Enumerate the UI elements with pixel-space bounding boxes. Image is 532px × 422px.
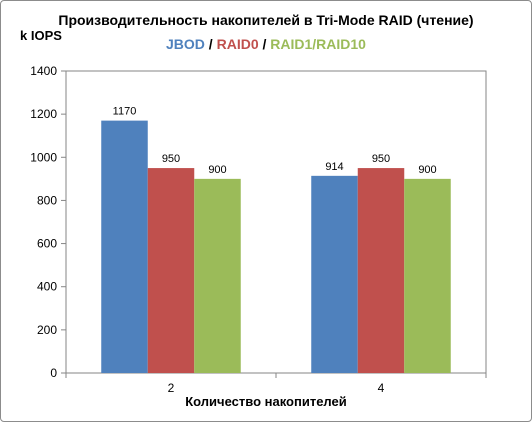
- subtitle-raid0: RAID0: [216, 36, 259, 52]
- y-tick-label: 800: [37, 193, 57, 207]
- bar-data-label: 914: [325, 161, 343, 173]
- bar-raid1-raid10: [194, 178, 241, 373]
- bar-data-label: 1170: [113, 106, 137, 118]
- bar-raid0: [147, 168, 195, 373]
- y-tick-label: 1000: [30, 150, 57, 164]
- x-tick-label: 4: [378, 381, 385, 395]
- bar-data-label: 900: [418, 164, 436, 176]
- bar-data-label: 950: [372, 153, 390, 165]
- y-tick-label: 600: [37, 237, 57, 251]
- x-axis-label: Количество накопителей: [185, 394, 347, 409]
- subtitle-raid1-raid10: RAID1/RAID10: [270, 36, 366, 52]
- subtitle-sep-1: /: [204, 36, 217, 52]
- subtitle-sep-2: /: [258, 36, 271, 52]
- y-tick-label: 200: [37, 323, 57, 337]
- bar-jbod: [101, 120, 148, 373]
- y-axis-label: k IOPS: [20, 28, 62, 43]
- bar-data-label: 950: [162, 153, 180, 165]
- bar-jbod: [311, 175, 358, 373]
- chart-title: Производительность накопителей в Tri-Mod…: [58, 12, 474, 28]
- bar-raid1-raid10: [404, 178, 451, 373]
- y-tick-label: 0: [50, 366, 57, 380]
- bar-data-label: 900: [208, 164, 226, 176]
- y-tick-label: 400: [37, 280, 57, 294]
- bar-raid0: [357, 168, 405, 373]
- subtitle-jbod: JBOD: [166, 36, 205, 52]
- x-tick-label: 2: [168, 381, 175, 395]
- y-tick-label: 1200: [30, 107, 57, 121]
- chart-subtitle: JBOD / RAID0 / RAID1/RAID10: [0, 36, 532, 52]
- y-tick-label: 1400: [30, 64, 57, 78]
